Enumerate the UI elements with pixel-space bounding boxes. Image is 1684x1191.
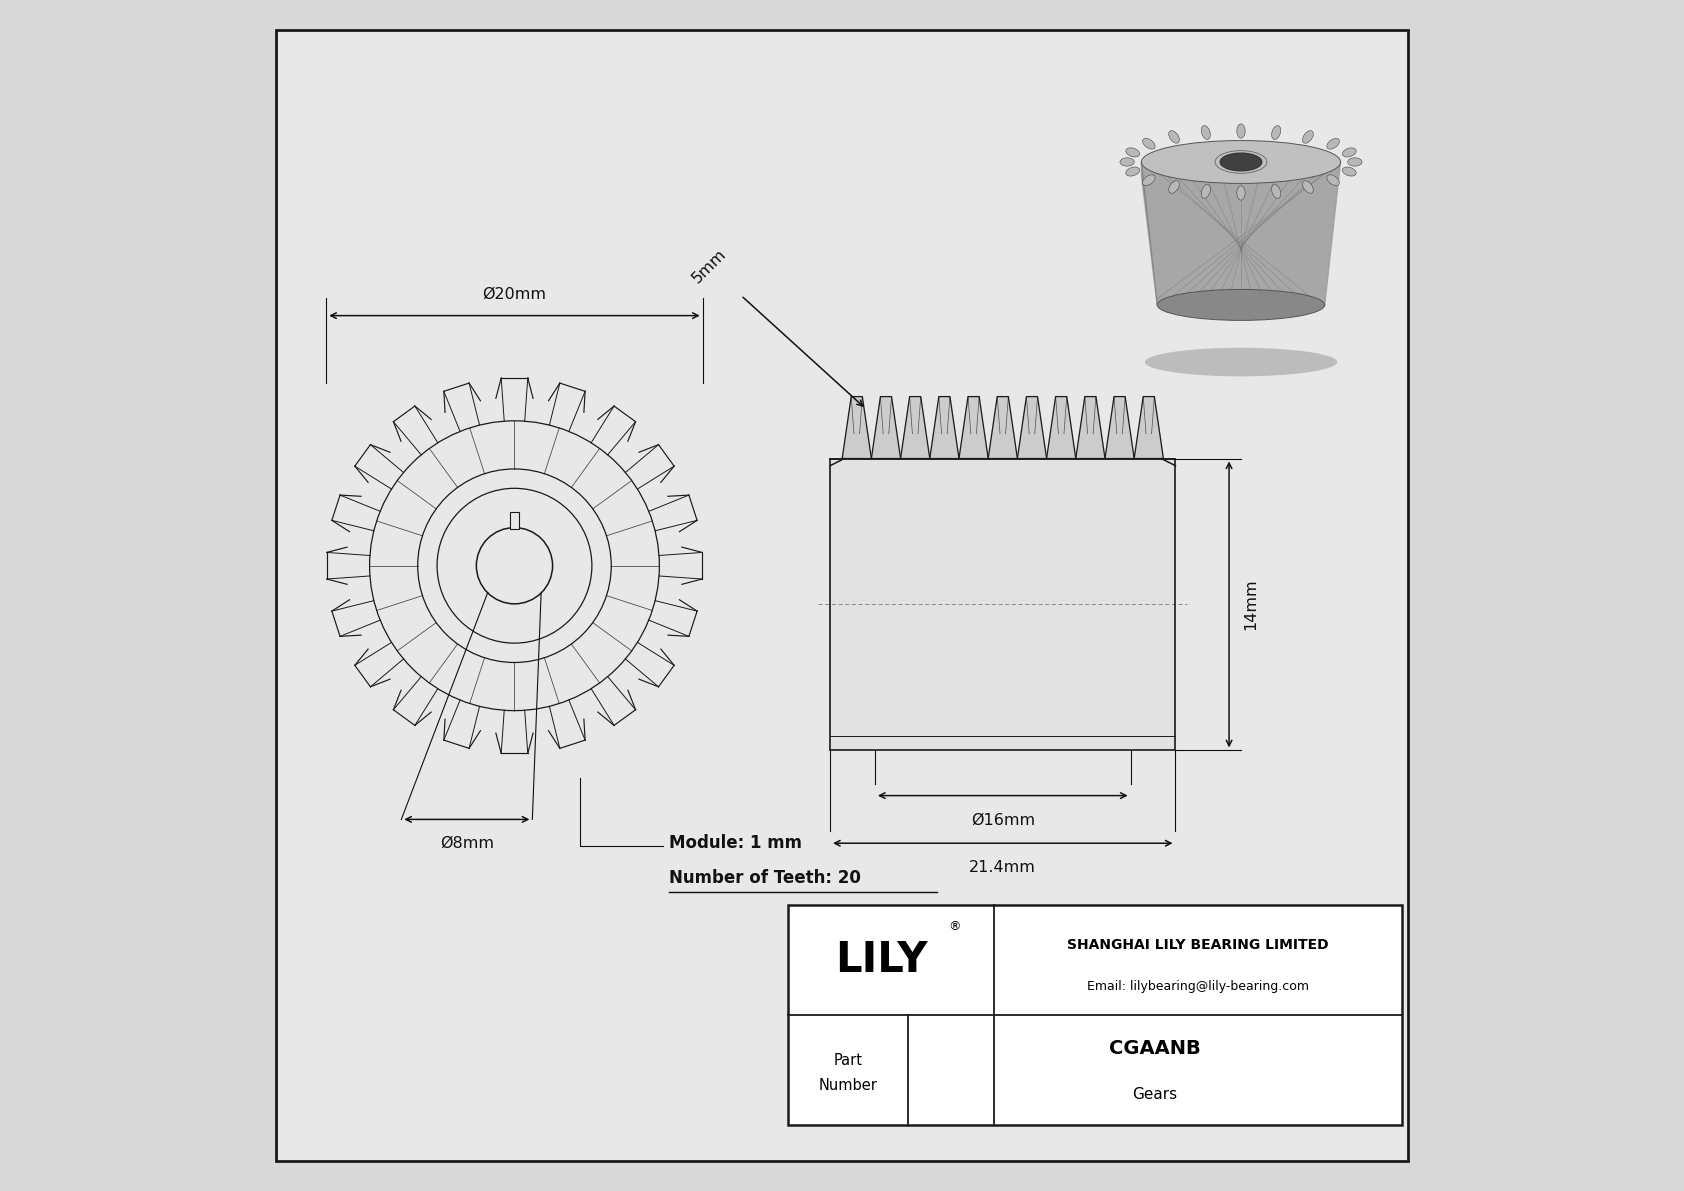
- Ellipse shape: [1236, 186, 1244, 200]
- Ellipse shape: [1127, 167, 1140, 176]
- Text: 5mm: 5mm: [689, 247, 729, 286]
- Ellipse shape: [1347, 157, 1362, 166]
- Polygon shape: [842, 397, 871, 459]
- Ellipse shape: [1342, 167, 1356, 176]
- Polygon shape: [958, 397, 989, 459]
- Ellipse shape: [1271, 185, 1282, 199]
- Text: CGAANB: CGAANB: [1110, 1039, 1201, 1058]
- Text: SHANGHAI LILY BEARING LIMITED: SHANGHAI LILY BEARING LIMITED: [1068, 937, 1329, 952]
- Polygon shape: [1046, 397, 1076, 459]
- Bar: [830, 459, 1175, 750]
- Polygon shape: [1017, 397, 1046, 459]
- Ellipse shape: [1169, 181, 1179, 193]
- Polygon shape: [871, 397, 901, 459]
- Text: Part: Part: [834, 1053, 862, 1068]
- Bar: [788, 905, 1401, 1125]
- Text: Module: 1 mm: Module: 1 mm: [669, 834, 802, 852]
- Ellipse shape: [1145, 348, 1337, 376]
- Bar: [510, 512, 519, 529]
- Ellipse shape: [1201, 125, 1211, 139]
- Ellipse shape: [1236, 124, 1244, 138]
- Ellipse shape: [1327, 175, 1339, 186]
- Text: Ø8mm: Ø8mm: [440, 836, 493, 852]
- Ellipse shape: [1302, 181, 1314, 193]
- Ellipse shape: [1201, 185, 1211, 199]
- Ellipse shape: [1120, 157, 1135, 166]
- Polygon shape: [989, 397, 1017, 459]
- Text: Number: Number: [818, 1078, 877, 1093]
- Polygon shape: [1142, 162, 1340, 305]
- Ellipse shape: [1142, 141, 1340, 183]
- Polygon shape: [930, 397, 958, 459]
- Polygon shape: [901, 397, 930, 459]
- Text: Number of Teeth: 20: Number of Teeth: 20: [669, 869, 861, 887]
- Ellipse shape: [1142, 175, 1155, 186]
- Polygon shape: [1076, 397, 1105, 459]
- Ellipse shape: [1127, 148, 1140, 157]
- Polygon shape: [1135, 397, 1164, 459]
- Text: LILY: LILY: [835, 940, 928, 981]
- Ellipse shape: [1327, 138, 1339, 149]
- Text: 14mm: 14mm: [1243, 579, 1258, 630]
- Ellipse shape: [1302, 131, 1314, 143]
- Ellipse shape: [1157, 289, 1325, 320]
- Text: Ø16mm: Ø16mm: [970, 812, 1036, 828]
- Polygon shape: [1142, 162, 1157, 305]
- Ellipse shape: [1342, 148, 1356, 157]
- Text: Gears: Gears: [1132, 1087, 1177, 1102]
- Ellipse shape: [1169, 131, 1179, 143]
- Text: 21.4mm: 21.4mm: [970, 860, 1036, 875]
- Ellipse shape: [1142, 138, 1155, 149]
- Ellipse shape: [1221, 154, 1261, 170]
- Text: Email: lilybearing@lily-bearing.com: Email: lilybearing@lily-bearing.com: [1086, 980, 1308, 993]
- Ellipse shape: [1271, 125, 1282, 139]
- Text: ®: ®: [948, 921, 960, 934]
- Polygon shape: [1105, 397, 1135, 459]
- Text: Ø20mm: Ø20mm: [483, 286, 547, 301]
